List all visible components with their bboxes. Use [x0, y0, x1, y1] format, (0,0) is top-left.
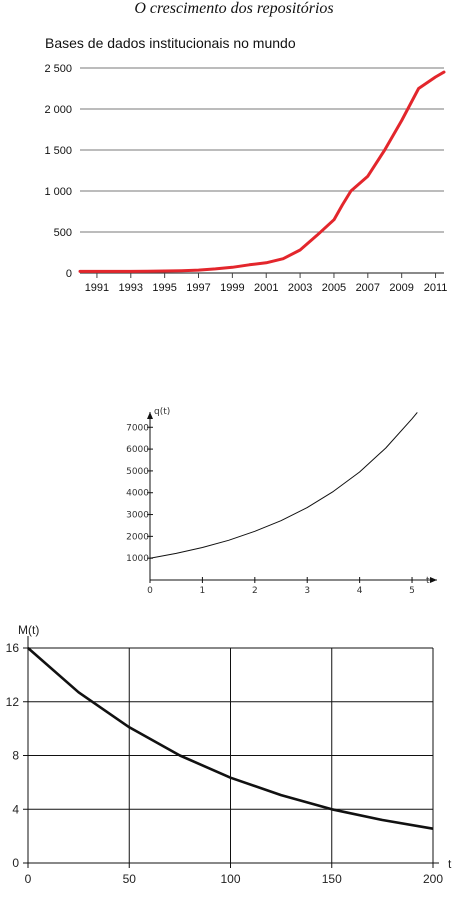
- chart3-ylabel: M(t): [18, 623, 39, 637]
- chart3-xtick-label: 0: [25, 872, 32, 886]
- chart3-ytick-label: 0: [12, 856, 19, 870]
- chart2-xtick-label: 3: [304, 586, 310, 596]
- chart2-xtick-label: 0: [147, 586, 153, 596]
- chart2-ytick-label: 6000: [126, 445, 149, 455]
- chart3-xtick-label: 100: [220, 872, 240, 886]
- chart1-series-line: [78, 70, 446, 273]
- chart1-xtick-label: 2005: [322, 282, 346, 294]
- chart1-title: Bases de dados institucionais no mundo: [45, 35, 296, 51]
- chart1-xtick-label: 1997: [186, 282, 210, 294]
- chart1-ytick-label: 2 500: [44, 63, 72, 75]
- chart2-y-arrow: [147, 412, 153, 419]
- chart3-ytick-label: 16: [6, 641, 20, 655]
- chart2-xtick-label: 2: [252, 586, 258, 596]
- chart2-xtick-label: 1: [200, 586, 206, 596]
- chart1-xtick-label: 2007: [356, 282, 380, 294]
- chart1-xtick-label: 1999: [220, 282, 244, 294]
- chart1-ytick-label: 2 000: [44, 104, 72, 116]
- chart-q-of-t: 1000 2000 3000 4000 5000 6000 7000 0 1 2 3 4 5 q(t)…: [126, 407, 437, 596]
- chart3-series-line: [27, 647, 434, 830]
- chart2-x-arrow: [430, 577, 437, 583]
- page-title: O crescimento dos repositórios: [134, 0, 334, 17]
- chart3-ytick-label: 12: [6, 695, 20, 709]
- chart2-ytick-label: 3000: [126, 511, 149, 521]
- chart3-ytick-label: 4: [12, 802, 19, 816]
- chart2-ytick-label: 2000: [126, 532, 149, 542]
- chart2-series-line: [149, 412, 418, 559]
- chart2-xtick-label: 4: [357, 586, 363, 596]
- chart1-xtick-label: 2001: [254, 282, 278, 294]
- chart1-xtick-label: 1993: [119, 282, 143, 294]
- chart2-xlabel: t: [426, 576, 430, 586]
- chart1-xtick-label: 2009: [389, 282, 413, 294]
- chart2-ytick-label: 1000: [126, 554, 149, 564]
- chart3-xtick-label: 200: [423, 872, 443, 886]
- chart1-ytick-label: 1 000: [44, 186, 72, 198]
- chart2-ytick-label: 4000: [126, 489, 149, 499]
- chart1-xtick-label: 1995: [152, 282, 176, 294]
- chart3-xtick-label: 50: [123, 872, 137, 886]
- chart1-ytick-label: 500: [54, 227, 72, 239]
- chart1-ytick-label: 0: [66, 268, 72, 280]
- chart3-ytick-label: 8: [12, 749, 19, 763]
- chart2-ytick-label: 7000: [126, 423, 149, 433]
- chart2-ytick-label: 5000: [126, 467, 149, 477]
- chart3-xtick-label: 150: [322, 872, 342, 886]
- chart-repositories: Bases de dados institucionais no mundo 0…: [44, 35, 448, 294]
- chart1-ytick-label: 1 500: [44, 145, 72, 157]
- chart1-xtick-label: 2003: [288, 282, 312, 294]
- chart2-ylabel: q(t): [154, 407, 170, 417]
- chart2-xtick-label: 5: [409, 586, 415, 596]
- chart-m-of-t: 0 4 8 12 16 0 50 100 150 200 M(t) t: [6, 623, 452, 886]
- chart3-xlabel: t: [448, 857, 452, 871]
- chart1-xtick-label: 2011: [424, 282, 448, 294]
- chart1-xtick-label: 1991: [85, 282, 109, 294]
